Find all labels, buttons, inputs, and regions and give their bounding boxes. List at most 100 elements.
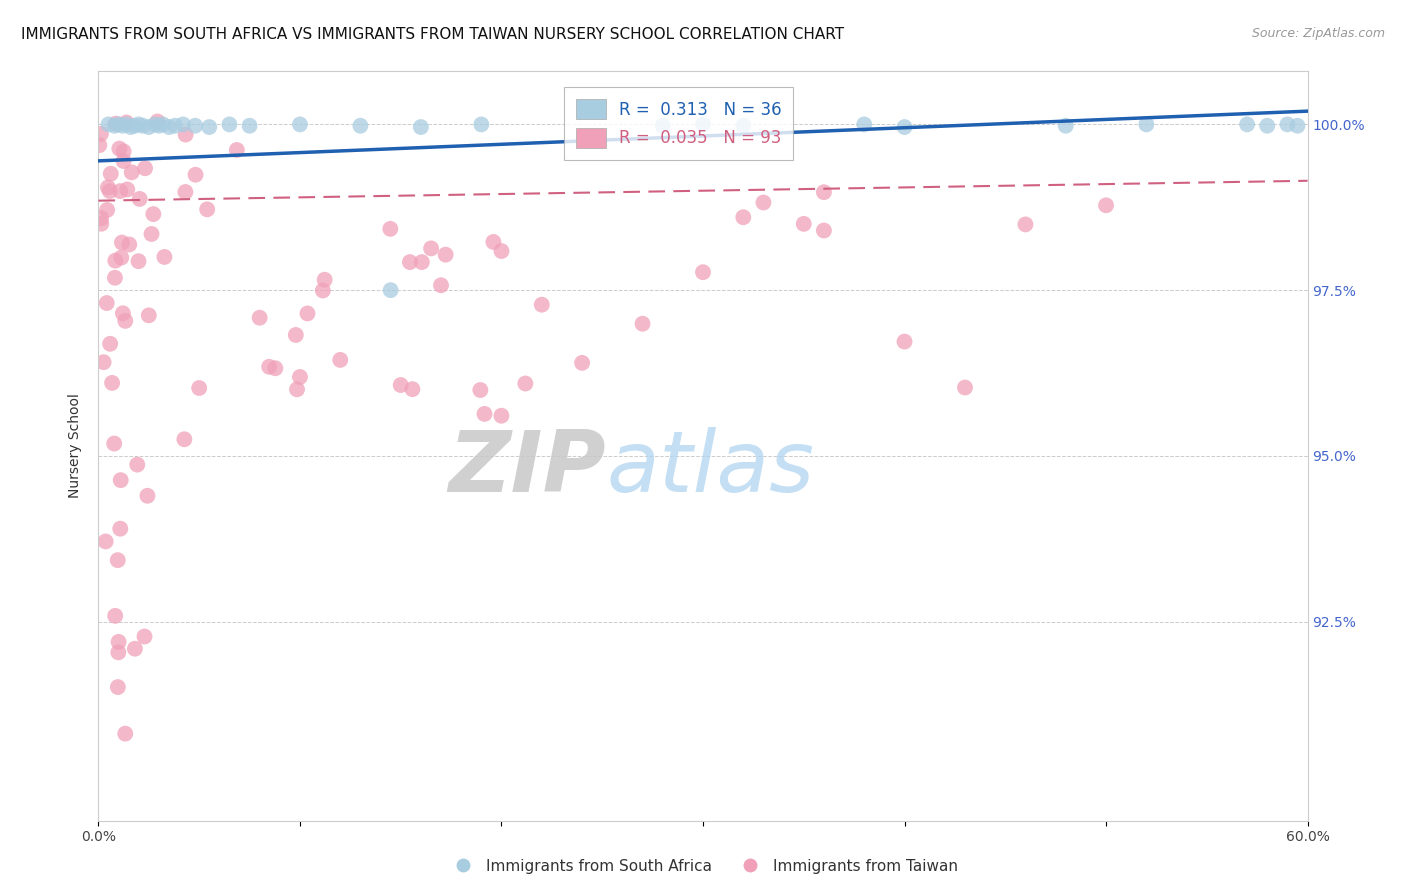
Point — [264, 361, 287, 376]
Point — [314, 273, 336, 287]
Point — [853, 117, 876, 131]
Legend: Immigrants from South Africa, Immigrants from Taiwan: Immigrants from South Africa, Immigrants… — [441, 853, 965, 880]
Point — [103, 436, 125, 450]
Point — [752, 195, 775, 210]
Point — [1277, 117, 1299, 131]
Point — [491, 409, 513, 423]
Legend: R =  0.313   N = 36, R =  0.035   N = 93: R = 0.313 N = 36, R = 0.035 N = 93 — [564, 87, 793, 160]
Point — [136, 489, 159, 503]
Point — [90, 211, 112, 226]
Point — [112, 145, 135, 159]
Point — [1236, 117, 1258, 131]
Point — [173, 432, 195, 446]
Point — [101, 376, 124, 390]
Point — [195, 202, 218, 217]
Point — [107, 680, 129, 694]
Point — [692, 265, 714, 279]
Point — [184, 119, 207, 133]
Point — [1095, 198, 1118, 212]
Text: IMMIGRANTS FROM SOUTH AFRICA VS IMMIGRANTS FROM TAIWAN NURSERY SCHOOL CORRELATIO: IMMIGRANTS FROM SOUTH AFRICA VS IMMIGRAN… — [21, 27, 844, 42]
Point — [692, 117, 714, 131]
Point — [1286, 119, 1309, 133]
Point — [1135, 117, 1157, 131]
Point — [110, 251, 132, 265]
Point — [94, 534, 117, 549]
Point — [288, 117, 311, 131]
Point — [401, 382, 423, 396]
Point — [482, 235, 505, 249]
Point — [1054, 119, 1077, 133]
Point — [138, 120, 160, 134]
Point — [143, 117, 166, 131]
Point — [142, 207, 165, 221]
Point — [89, 138, 111, 153]
Point — [257, 359, 280, 374]
Point — [284, 328, 307, 343]
Point — [651, 119, 673, 133]
Point — [530, 298, 553, 312]
Point — [329, 352, 352, 367]
Point — [733, 211, 755, 225]
Point — [107, 553, 129, 567]
Point — [97, 180, 120, 194]
Point — [174, 185, 197, 199]
Point — [148, 119, 170, 133]
Point — [107, 645, 129, 659]
Point — [239, 119, 262, 133]
Point — [124, 641, 146, 656]
Point — [128, 192, 150, 206]
Point — [107, 635, 129, 649]
Point — [110, 473, 132, 487]
Point — [174, 128, 197, 142]
Point — [121, 165, 143, 179]
Point — [571, 356, 593, 370]
Point — [134, 630, 156, 644]
Point — [114, 726, 136, 740]
Point — [111, 119, 134, 133]
Point — [115, 115, 138, 129]
Point — [225, 143, 247, 157]
Point — [188, 381, 211, 395]
Point — [138, 309, 160, 323]
Point — [733, 119, 755, 133]
Point — [793, 217, 815, 231]
Point — [893, 334, 915, 349]
Point — [112, 153, 135, 168]
Point — [104, 253, 127, 268]
Point — [389, 378, 412, 392]
Point — [118, 237, 141, 252]
Point — [120, 120, 142, 134]
Text: atlas: atlas — [606, 427, 814, 510]
Point — [434, 247, 457, 261]
Point — [184, 168, 207, 182]
Point — [117, 182, 139, 196]
Y-axis label: Nursery School: Nursery School — [69, 393, 83, 499]
Point — [399, 255, 422, 269]
Text: ZIP: ZIP — [449, 427, 606, 510]
Point — [297, 306, 319, 320]
Point — [470, 117, 492, 131]
Point — [953, 380, 976, 394]
Point — [132, 119, 155, 133]
Point — [108, 142, 131, 156]
Point — [90, 217, 112, 231]
Point — [380, 222, 402, 236]
Point — [146, 114, 169, 128]
Point — [110, 522, 132, 536]
Point — [312, 284, 335, 298]
Point — [107, 117, 129, 131]
Point — [128, 117, 150, 131]
Point — [1256, 119, 1278, 133]
Point — [104, 117, 127, 131]
Point — [104, 270, 127, 285]
Point — [409, 120, 432, 134]
Point — [380, 283, 402, 297]
Point — [249, 310, 271, 325]
Point — [124, 119, 146, 133]
Point — [172, 117, 194, 131]
Point — [470, 383, 492, 397]
Point — [96, 296, 118, 310]
Point — [491, 244, 513, 258]
Point — [111, 235, 134, 250]
Point — [115, 117, 138, 131]
